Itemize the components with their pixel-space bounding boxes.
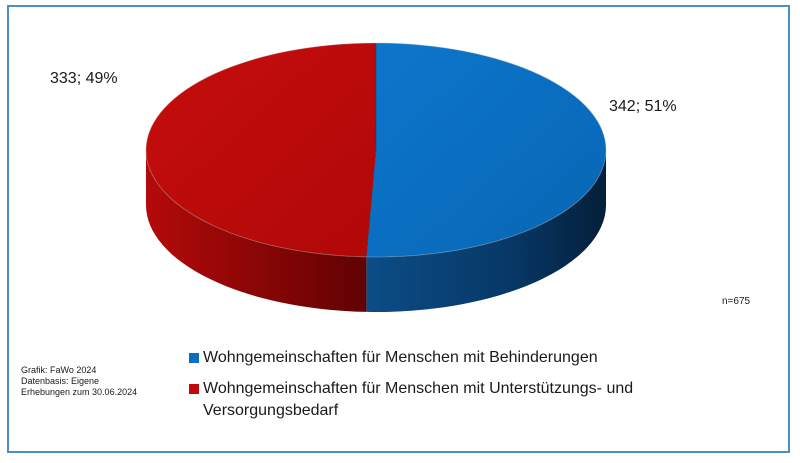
source-line-1: Grafik: FaWo 2024 [21, 365, 97, 375]
pie-slice-unterstuetzung-side [146, 150, 367, 312]
pie-slice-behinderungen-side [366, 150, 606, 312]
source-line-2: Datenbasis: Eigene [21, 376, 100, 386]
sample-size-note: n=675 [722, 296, 751, 307]
legend-label: Wohngemeinschaften für Menschen mit Unte… [203, 380, 634, 419]
pie-slice-unterstuetzung [145, 42, 377, 258]
pie-slice-behinderungen [365, 42, 607, 258]
legend-swatch-blue [189, 353, 199, 363]
legend: Wohngemeinschaften für Menschen mit Behi… [189, 347, 749, 431]
pie-rim [145, 42, 607, 258]
legend-item-unterstuetzung: Wohngemeinschaften für Menschen mit Unte… [189, 378, 749, 422]
legend-item-behinderungen: Wohngemeinschaften für Menschen mit Behi… [189, 347, 749, 369]
legend-label: Wohngemeinschaften für Menschen mit Behi… [203, 349, 598, 366]
slice-label-unterstuetzung: 333; 49% [50, 70, 118, 87]
legend-swatch-red [189, 384, 199, 394]
source-line-3: Erhebungen zum 30.06.2024 [21, 387, 138, 397]
source-note: Grafik: FaWo 2024 Datenbasis: Eigene Erh… [21, 365, 137, 398]
slice-label-behinderungen: 342; 51% [609, 98, 677, 115]
